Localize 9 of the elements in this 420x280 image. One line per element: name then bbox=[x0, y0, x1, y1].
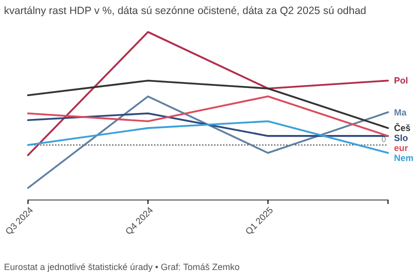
series-label: Nem bbox=[394, 153, 414, 164]
text: Eurostat a jednotlivé štatistické úrady • Graf: Tomáš Zemko bbox=[4, 262, 240, 272]
chart-title: kvartálny rast HDP v %, dáta sú sezónne očistené, dáta za Q2 2025 sú odhad bbox=[4, 5, 366, 17]
series-label: Češ bbox=[394, 122, 411, 134]
series-label: Ma bbox=[394, 107, 408, 118]
ref-line-label: 0 bbox=[382, 135, 387, 144]
series-label: Slo bbox=[394, 133, 409, 144]
series-label: Pol bbox=[394, 76, 408, 86]
series-label: eur bbox=[394, 143, 409, 154]
